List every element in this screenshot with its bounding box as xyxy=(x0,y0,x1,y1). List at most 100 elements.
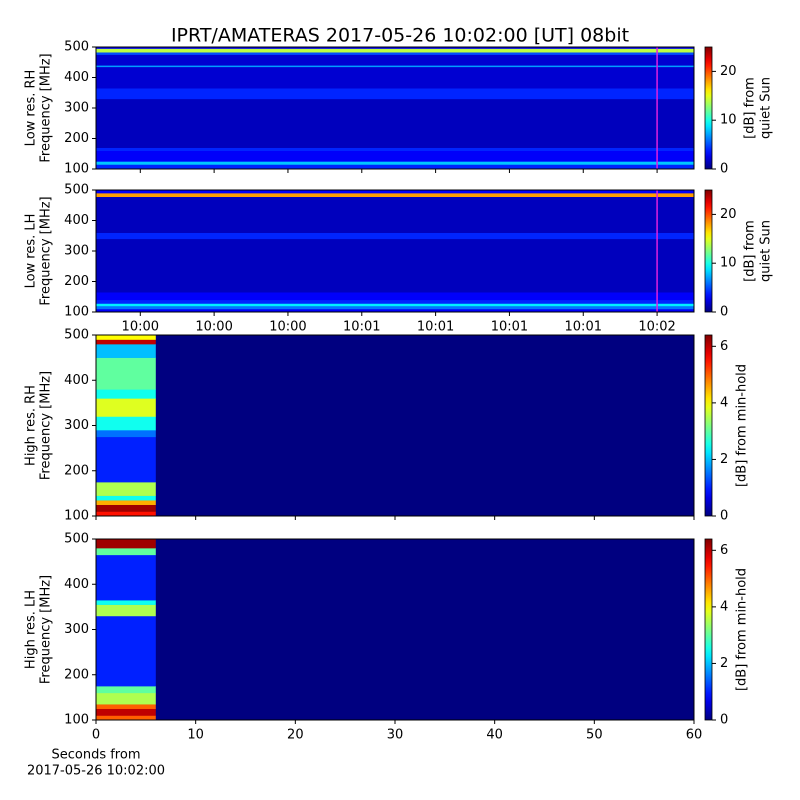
x-tick-label: 10:01 xyxy=(491,320,528,335)
colorbar-tick-label: 4 xyxy=(720,395,728,410)
y-tick-label: 400 xyxy=(64,70,89,85)
x-tick-label: 10:02 xyxy=(638,320,675,335)
heatmap-cell xyxy=(96,357,156,390)
y-axis-label: High res. LH xyxy=(24,590,39,669)
heatmap-cell xyxy=(96,704,156,709)
x-tick-label: 10:01 xyxy=(417,320,454,335)
colorbar-tick-label: 10 xyxy=(720,256,737,271)
heatmap-cell xyxy=(96,604,156,617)
heatmap-cell xyxy=(96,511,156,516)
heatmap xyxy=(96,47,694,169)
heatmap-cell xyxy=(96,416,156,431)
colorbar-tick-label: 0 xyxy=(720,509,728,524)
x-tick-label: 10:01 xyxy=(343,320,380,335)
figure-title: IPRT/AMATERAS 2017-05-26 10:02:00 [UT] 0… xyxy=(171,25,629,47)
x-tick-label: 20 xyxy=(287,728,304,743)
heatmap-cell xyxy=(96,150,694,162)
heatmap-cell xyxy=(96,539,156,549)
y-tick-label: 200 xyxy=(64,274,89,289)
heatmap-cell xyxy=(96,66,694,89)
heatmap-cell xyxy=(96,164,694,169)
heatmap-cell xyxy=(96,430,156,438)
x-tick-label: 10:00 xyxy=(269,320,306,335)
heatmap-cell xyxy=(96,600,156,605)
colorbar xyxy=(704,334,713,517)
heatmap-cell xyxy=(96,339,156,345)
heatmap-cell xyxy=(96,344,156,358)
heatmap-cell xyxy=(96,715,156,720)
heatmap-cell xyxy=(96,47,694,49)
colorbar-tick-label: 10 xyxy=(720,113,737,128)
heatmap-cell xyxy=(96,161,694,165)
colorbar-tick-label: 0 xyxy=(720,162,728,177)
colorbar-tick-label: 2 xyxy=(720,656,728,671)
colorbar xyxy=(704,538,713,721)
y-tick-label: 200 xyxy=(64,463,89,478)
heatmap-cell xyxy=(96,308,694,312)
heatmap-cell xyxy=(96,48,694,53)
y-tick-label: 400 xyxy=(64,373,89,388)
heatmap-cell xyxy=(96,504,156,512)
plot-background xyxy=(96,335,694,516)
y-axis-label: Low res. LH xyxy=(24,214,39,289)
x-tick-label: 50 xyxy=(586,728,603,743)
y-axis-label: Low res. RH xyxy=(24,70,39,147)
x-tick-label: 40 xyxy=(486,728,503,743)
heatmap-cell xyxy=(96,335,156,340)
colorbar xyxy=(704,46,713,170)
colorbar-label: [dB] from xyxy=(743,77,758,139)
heatmap-cell xyxy=(96,482,156,496)
colorbar-label: quiet Sun xyxy=(759,77,774,139)
y-tick-label: 200 xyxy=(64,667,89,682)
colorbar-tick-label: 20 xyxy=(720,207,737,222)
heatmap xyxy=(96,335,694,516)
y-axis-label: Frequency [MHz] xyxy=(39,196,54,305)
x-axis-label: 2017-05-26 10:02:00 xyxy=(27,764,165,779)
y-tick-label: 500 xyxy=(64,183,89,198)
y-tick-label: 100 xyxy=(64,509,89,524)
heatmap-cell xyxy=(96,303,694,307)
heatmap xyxy=(96,190,694,312)
x-tick-label: 60 xyxy=(686,728,703,743)
colorbar-label: [dB] from xyxy=(743,220,758,282)
heatmap-cell xyxy=(96,98,694,148)
heatmap-cell xyxy=(96,708,156,716)
heatmap-cell xyxy=(96,88,694,100)
y-tick-label: 400 xyxy=(64,213,89,228)
heatmap-cell xyxy=(96,292,694,301)
colorbar-label: quiet Sun xyxy=(759,220,774,282)
heatmap-cell xyxy=(96,193,694,198)
plot-background xyxy=(96,539,694,720)
heatmap-cell xyxy=(96,299,694,304)
y-tick-label: 100 xyxy=(64,305,89,320)
x-tick-label: 10 xyxy=(187,728,204,743)
heatmap-cell xyxy=(96,389,156,399)
colorbar-tick-label: 20 xyxy=(720,64,737,79)
y-tick-label: 400 xyxy=(64,577,89,592)
colorbar-label: [dB] from min-hold xyxy=(735,364,750,487)
heatmap-cell xyxy=(96,692,156,705)
heatmap-cell xyxy=(96,615,156,687)
y-tick-label: 100 xyxy=(64,713,89,728)
y-tick-label: 500 xyxy=(64,328,89,343)
colorbar-tick-label: 0 xyxy=(720,305,728,320)
heatmap-cell xyxy=(96,500,156,505)
heatmap-cell xyxy=(96,190,694,194)
y-axis-label: Frequency [MHz] xyxy=(39,371,54,480)
colorbar-tick-label: 2 xyxy=(720,452,728,467)
colorbar-tick-label: 6 xyxy=(720,543,728,558)
heatmap-cell xyxy=(96,52,694,55)
heatmap-cell xyxy=(96,65,694,68)
y-axis-label: Frequency [MHz] xyxy=(39,575,54,684)
y-tick-label: 300 xyxy=(64,244,89,259)
heatmap-cell xyxy=(96,398,156,417)
heatmap-cell xyxy=(96,147,694,151)
y-tick-label: 300 xyxy=(64,101,89,116)
heatmap-cell xyxy=(96,238,694,293)
x-axis-label: Seconds from xyxy=(51,748,140,763)
y-axis-label: High res. RH xyxy=(24,385,39,466)
y-axis-label: Frequency [MHz] xyxy=(39,53,54,162)
x-tick-label: 10:00 xyxy=(122,320,159,335)
colorbar-tick-label: 6 xyxy=(720,339,728,354)
